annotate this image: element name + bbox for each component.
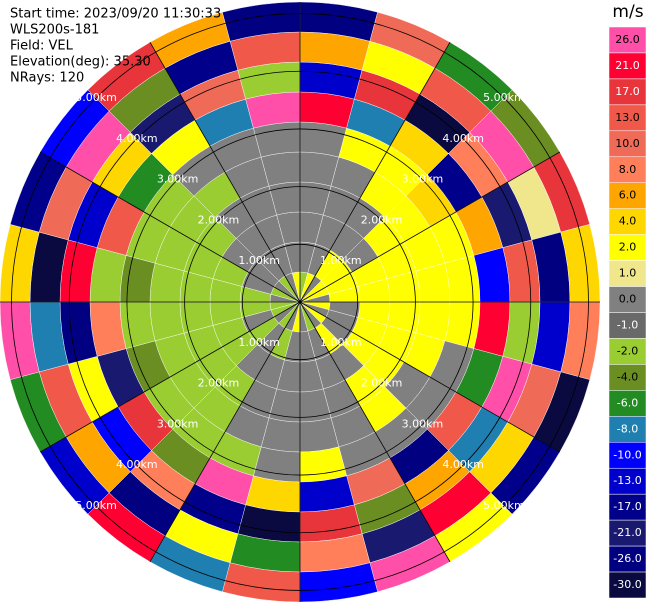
- spoke: [299, 151, 561, 303]
- range-label: 1.00km: [320, 336, 362, 349]
- colorbar-label: 2.0: [619, 241, 637, 254]
- colorbar-box: [608, 442, 647, 469]
- colorbar-label: -2.0: [617, 344, 638, 357]
- spoke: [149, 301, 301, 563]
- colorbar-box: [608, 493, 647, 521]
- header-line: NRays: 120: [10, 71, 84, 86]
- header-line: Field: VEL: [10, 39, 74, 54]
- colorbar-box: [608, 390, 647, 417]
- field-cell: [444, 255, 481, 303]
- colorbar-box: [608, 52, 647, 80]
- range-ring: [126, 128, 474, 476]
- range-label: 5.00km: [75, 499, 117, 512]
- colorbar-box: [608, 234, 647, 261]
- spoke: [299, 41, 451, 303]
- colorbar-box: [608, 467, 647, 495]
- grid: [0, 2, 600, 602]
- spoke: [149, 41, 301, 303]
- colorbar-label: 13.0: [615, 111, 640, 124]
- field: [0, 1, 601, 603]
- colorbar-label: -26.0: [613, 552, 641, 565]
- colorbar-label: 0.0: [619, 293, 637, 306]
- range-label: 3.00km: [402, 417, 444, 430]
- colorbar-label: 10.0: [615, 137, 640, 150]
- colorbar-label: -4.0: [617, 370, 638, 383]
- range-label: 2.00km: [361, 377, 403, 390]
- colorbar-box: [608, 519, 647, 547]
- range-label: 2.00km: [361, 213, 403, 226]
- colorbar-box: [608, 545, 647, 573]
- colorbar-label: -30.0: [613, 578, 641, 591]
- range-ring: [184, 186, 416, 418]
- colorbar-box: [608, 571, 647, 599]
- field-cell: [0, 301, 40, 380]
- range-label: 3.00km: [402, 173, 444, 186]
- colorbar-box: [608, 260, 647, 287]
- field-cell: [119, 255, 156, 303]
- colorbar-label: 1.0: [619, 267, 637, 280]
- colorbar-title: m/s: [612, 2, 643, 22]
- range-label: 4.00km: [116, 458, 158, 471]
- range-label: 4.00km: [116, 132, 158, 145]
- colorbar-label: 21.0: [615, 59, 640, 72]
- field-cell: [299, 446, 347, 483]
- range-label: 2.00km: [198, 377, 240, 390]
- field-cell: [299, 121, 347, 158]
- colorbar-label: -13.0: [613, 474, 641, 487]
- colorbar-box: [608, 208, 647, 235]
- range-label: 2.00km: [198, 213, 240, 226]
- range-label: 3.00km: [157, 417, 199, 430]
- range-label: 4.00km: [442, 458, 484, 471]
- range-label: 5.00km: [75, 91, 117, 104]
- range-label: 1.00km: [238, 336, 280, 349]
- colorbar-label: 26.0: [615, 33, 640, 46]
- header-line: WLS200s-181: [10, 23, 99, 38]
- field-cell: [119, 301, 156, 349]
- range-label: 5.00km: [483, 499, 525, 512]
- colorbar-box: [608, 364, 647, 391]
- field-cell: [253, 121, 301, 158]
- colorbar-label: 17.0: [615, 85, 640, 98]
- range-label: 1.00km: [320, 254, 362, 267]
- colorbar-label: -1.0: [617, 318, 638, 331]
- colorbar-box: [608, 156, 647, 183]
- colorbar-label: -21.0: [613, 526, 641, 539]
- labels: 1.00km 1.00km 1.00km 1.00km 2.00km 2.00km 2.00…: [75, 91, 525, 512]
- range-label: 3.00km: [157, 173, 199, 186]
- colorbar-label: -8.0: [617, 422, 638, 435]
- colorbar-box: [608, 104, 647, 132]
- colorbar-label: -17.0: [613, 500, 641, 513]
- colorbar-box: [608, 130, 647, 158]
- colorbar-label: 8.0: [619, 163, 637, 176]
- header-line: Start time: 2023/09/20 11:30:33: [10, 7, 221, 22]
- spoke: [299, 301, 561, 453]
- header-line: Elevation(deg): 35.30: [10, 55, 151, 70]
- spoke: [39, 301, 301, 453]
- colorbar-box: [608, 338, 647, 365]
- field-cell: [253, 446, 301, 483]
- colorbar-label: 4.0: [619, 215, 637, 228]
- field-cell: [444, 301, 481, 349]
- colorbar-label: -6.0: [617, 396, 638, 409]
- colorbar-box: [608, 26, 647, 54]
- colorbar-box: [608, 286, 647, 313]
- colorbar-box: [608, 312, 647, 339]
- range-label: 5.00km: [483, 91, 525, 104]
- range-ring: [241, 243, 359, 361]
- range-label: 1.00km: [238, 254, 280, 267]
- colorbar-label: 6.0: [619, 189, 637, 202]
- range-ring: [11, 13, 589, 591]
- spoke: [299, 301, 451, 563]
- spoke: [39, 151, 301, 303]
- colorbar-box: [608, 416, 647, 443]
- range-label: 4.00km: [442, 132, 484, 145]
- range-ring: [68, 70, 532, 534]
- colorbar-label: -10.0: [613, 448, 641, 461]
